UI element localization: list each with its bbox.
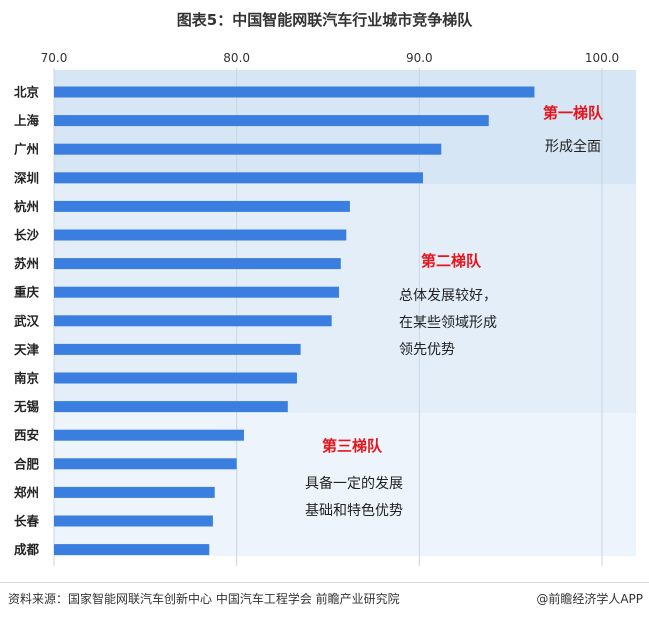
source-note: 资料来源：国家智能网联汽车创新中心 中国汽车工程学会 前瞻产业研究院 xyxy=(8,592,400,606)
category-label: 合肥 xyxy=(14,456,40,471)
bar xyxy=(54,401,288,413)
category-label: 成都 xyxy=(14,542,40,557)
x-tick-label: 100.0 xyxy=(585,51,619,65)
category-label: 长春 xyxy=(14,514,40,529)
bar xyxy=(54,515,213,527)
bar xyxy=(54,286,339,298)
bar xyxy=(54,315,332,327)
category-label: 北京 xyxy=(14,85,40,100)
tier-description: 领先优势 xyxy=(399,342,455,358)
category-label: 重庆 xyxy=(14,285,40,300)
bar xyxy=(54,172,423,184)
category-label: 天津 xyxy=(14,342,40,357)
category-label: 苏州 xyxy=(14,256,39,271)
bar xyxy=(54,372,297,384)
category-label: 广州 xyxy=(14,142,39,157)
tier-description: 总体发展较好， xyxy=(399,288,497,304)
chart-title: 图表5：中国智能网联汽车行业城市竞争梯队 xyxy=(176,11,473,29)
footer-divider xyxy=(0,582,649,583)
category-label: 长沙 xyxy=(14,228,40,243)
category-label: 西安 xyxy=(14,428,39,443)
bar xyxy=(54,544,210,556)
category-label: 武汉 xyxy=(14,313,40,328)
bar-chart: 70.0 80.0 90.0 100.0 北京上海广州深圳杭州长沙苏州重庆武汉天津南京… xyxy=(13,51,636,566)
x-tick-label: 80.0 xyxy=(223,51,250,65)
tier-description: 形成全面 xyxy=(545,138,601,155)
bar xyxy=(54,429,244,441)
category-label: 杭州 xyxy=(14,199,39,214)
tier-description: 基础和特色优势 xyxy=(305,502,403,519)
tier-description: 具备一定的发展 xyxy=(305,475,403,492)
tier-description: 在某些领域形成 xyxy=(399,315,497,331)
x-tick-label: 70.0 xyxy=(41,51,68,65)
bar xyxy=(54,86,535,98)
bar xyxy=(54,258,341,270)
category-label: 郑州 xyxy=(14,485,39,500)
bar xyxy=(54,486,215,498)
tier-name: 第一梯队 xyxy=(543,104,604,122)
category-label: 深圳 xyxy=(14,170,39,185)
tier-name: 第二梯队 xyxy=(421,252,482,270)
bar xyxy=(54,200,350,212)
category-label: 无锡 xyxy=(13,399,40,414)
bar xyxy=(54,458,237,470)
bar xyxy=(54,343,301,355)
bar xyxy=(54,143,442,155)
bar xyxy=(54,229,347,241)
brand-label: @前瞻经济学人APP xyxy=(536,592,643,606)
category-label: 南京 xyxy=(14,371,40,386)
x-tick-label: 90.0 xyxy=(406,51,433,65)
bar xyxy=(54,115,489,127)
tier-name: 第三梯队 xyxy=(322,437,383,455)
category-label: 上海 xyxy=(14,113,40,128)
